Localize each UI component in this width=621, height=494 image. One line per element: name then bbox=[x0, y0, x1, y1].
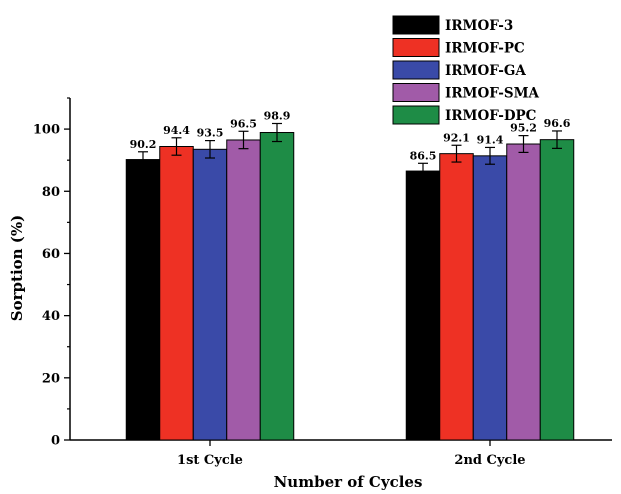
bar bbox=[259, 132, 295, 441]
y-tick-label: 80 bbox=[42, 185, 60, 200]
y-tick-label: 60 bbox=[42, 247, 60, 262]
data-label: 95.2 bbox=[510, 122, 537, 135]
bar bbox=[472, 155, 508, 441]
data-label: 86.5 bbox=[410, 149, 437, 162]
x-tick-label: 2nd Cycle bbox=[454, 453, 525, 468]
y-tick-label: 100 bbox=[33, 123, 60, 138]
legend-label: IRMOF-GA bbox=[445, 63, 526, 79]
bar bbox=[125, 159, 161, 441]
legend-label: IRMOF-DPC bbox=[445, 108, 537, 124]
data-label: 98.9 bbox=[264, 109, 291, 122]
legend-swatch bbox=[392, 105, 440, 125]
bars: 90.2 94.4 93.5 96.5 98.9 86.5 92.1 91.4 95.2 96.6 bbox=[125, 109, 575, 441]
legend-label: IRMOF-PC bbox=[445, 41, 525, 57]
y-tick-label: 40 bbox=[42, 309, 60, 324]
x-axis-title: Number of Cycles bbox=[274, 473, 423, 491]
legend-swatch bbox=[392, 15, 440, 35]
data-label: 93.5 bbox=[197, 127, 224, 140]
bar bbox=[226, 139, 261, 441]
bar bbox=[405, 170, 441, 441]
data-label: 96.6 bbox=[544, 117, 571, 130]
legend-label: IRMOF-SMA bbox=[445, 86, 540, 102]
data-label: 96.5 bbox=[230, 117, 257, 130]
legend-label: IRMOF-3 bbox=[445, 18, 513, 34]
bar bbox=[192, 148, 228, 441]
y-tick-label: 0 bbox=[51, 434, 60, 449]
bar bbox=[439, 153, 474, 441]
data-label: 94.4 bbox=[163, 124, 190, 137]
y-tick-label: 20 bbox=[42, 371, 60, 386]
x-tick-label: 1st Cycle bbox=[177, 453, 243, 468]
bar bbox=[539, 139, 575, 441]
data-label: 92.1 bbox=[443, 131, 470, 144]
bar bbox=[506, 143, 541, 441]
data-label: 91.4 bbox=[477, 133, 504, 146]
bar bbox=[159, 146, 194, 441]
legend: IRMOF-3 IRMOF-PC IRMOF-GA IRMOF-SMA IRMOF-DP… bbox=[392, 15, 540, 125]
data-label: 90.2 bbox=[130, 138, 157, 151]
y-axis-title: Sorption (%) bbox=[8, 215, 26, 321]
legend-swatch bbox=[392, 60, 440, 80]
legend-swatch bbox=[392, 83, 440, 102]
legend-swatch bbox=[392, 38, 440, 57]
